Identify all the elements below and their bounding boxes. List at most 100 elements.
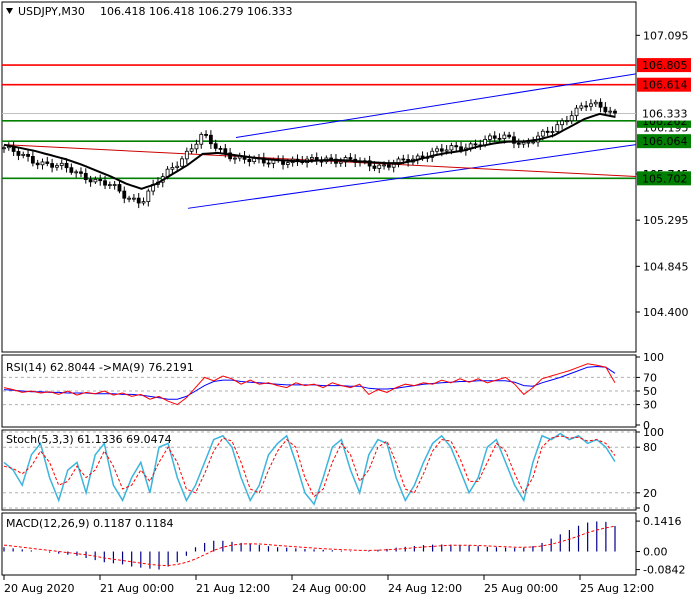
macd-panel — [1, 512, 637, 576]
candle-body — [199, 134, 204, 145]
moving-average-line — [3, 112, 616, 190]
candle-body — [593, 101, 598, 105]
candle-body — [430, 150, 435, 158]
level-label: 106.614 — [642, 79, 688, 92]
candle-body — [131, 197, 136, 200]
candle-body — [175, 165, 180, 168]
x-tick-label: 24 Aug 12:00 — [388, 582, 462, 595]
candle-body — [127, 197, 131, 200]
x-tick-label: 25 Aug 12:00 — [580, 582, 654, 595]
candle-body — [2, 147, 6, 150]
candle-body — [550, 131, 555, 133]
x-tick-label: 20 Aug 2020 — [4, 582, 74, 595]
candle-body — [382, 164, 386, 167]
candle-body — [223, 148, 228, 154]
candle-body — [444, 149, 449, 152]
candle-body — [40, 161, 45, 166]
x-tick-label: 24 Aug 00:00 — [292, 582, 366, 595]
candle-body — [83, 172, 88, 180]
candle-body — [367, 160, 372, 167]
channel-lower-line — [187, 144, 637, 209]
candle-body — [107, 184, 112, 187]
stoch-main-line — [3, 432, 616, 506]
candle-body — [497, 137, 502, 140]
y-tick-label: 104.400 — [643, 306, 689, 319]
y-tick-label: 104.845 — [643, 260, 689, 273]
candle-body — [50, 163, 55, 168]
y-tick-label: 0 — [643, 419, 650, 432]
candle-body — [170, 167, 175, 170]
candle-body — [613, 110, 617, 114]
stoch-title: Stoch(5,3,3) 61.1336 69.0474 — [6, 433, 172, 446]
level-label: 106.805 — [642, 59, 688, 72]
candle-body — [555, 124, 560, 132]
candle-body — [338, 161, 343, 164]
dropdown-triangle-icon[interactable] — [6, 8, 13, 14]
y-tick-label: 70 — [643, 371, 657, 384]
candle-body — [233, 157, 237, 160]
candle-body — [439, 148, 444, 152]
candle-body — [194, 143, 199, 150]
macd-title: MACD(12,26,9) 0.1187 0.1184 — [6, 517, 174, 530]
candle-body — [454, 145, 459, 148]
candle-body — [391, 163, 396, 168]
stoch-signal-line — [3, 435, 616, 498]
candle-body — [59, 162, 64, 166]
candle-body — [45, 161, 50, 164]
candle-body — [55, 165, 59, 168]
chart-symbol: USDJPY,M30 — [18, 5, 85, 18]
candle-body — [473, 143, 478, 146]
level-label: 106.064 — [642, 135, 688, 148]
candle-body — [247, 158, 252, 163]
candle-body — [521, 141, 526, 145]
candle-body — [69, 167, 74, 173]
candle-body — [98, 178, 103, 182]
candle-body — [88, 179, 93, 183]
candle-body — [117, 184, 122, 192]
candle-body — [579, 105, 584, 109]
candle-body — [531, 141, 536, 144]
candle-body — [79, 171, 83, 174]
candle-body — [21, 153, 26, 156]
candle-body — [204, 134, 208, 136]
candle-body — [574, 107, 579, 117]
rsi-title: RSI(14) 62.8044 ->MA(9) 76.2191 — [6, 361, 194, 374]
rsi-line — [3, 363, 616, 406]
level-label: 105.702 — [642, 172, 688, 185]
main-panel — [1, 1, 637, 353]
candle-body — [488, 135, 492, 140]
candle-body — [584, 105, 589, 108]
candle-body — [74, 171, 79, 174]
y-tick-label: 107.095 — [643, 29, 689, 42]
y-tick-label: 0.1416 — [643, 515, 682, 528]
y-tick-label: -0.0842 — [643, 564, 685, 577]
current-price-box — [637, 106, 691, 121]
candle-body — [329, 157, 334, 160]
candle-body — [560, 120, 564, 126]
candle-body — [261, 157, 266, 164]
candle-body — [401, 158, 406, 161]
candle-body — [213, 143, 218, 149]
candle-body — [386, 164, 391, 168]
candle-body — [348, 157, 353, 160]
candle-body — [112, 184, 117, 186]
channel-upper-line — [235, 73, 637, 138]
candle-body — [64, 162, 69, 169]
candle-body — [285, 162, 290, 165]
candle-body — [564, 120, 569, 123]
candle-body — [184, 150, 189, 160]
candle-body — [396, 158, 401, 165]
candle-body — [598, 101, 603, 108]
y-tick-label: 0 — [643, 502, 650, 515]
y-tick-label: 0.00 — [643, 546, 668, 559]
candle-body — [526, 141, 531, 144]
y-tick-label: 105.295 — [643, 214, 689, 227]
candle-body — [35, 162, 40, 166]
candle-body — [608, 110, 613, 113]
candle-body — [502, 134, 507, 139]
level-label-box — [637, 171, 691, 186]
candle-body — [310, 157, 314, 160]
candle-body — [372, 165, 377, 169]
candle-body — [30, 156, 35, 164]
